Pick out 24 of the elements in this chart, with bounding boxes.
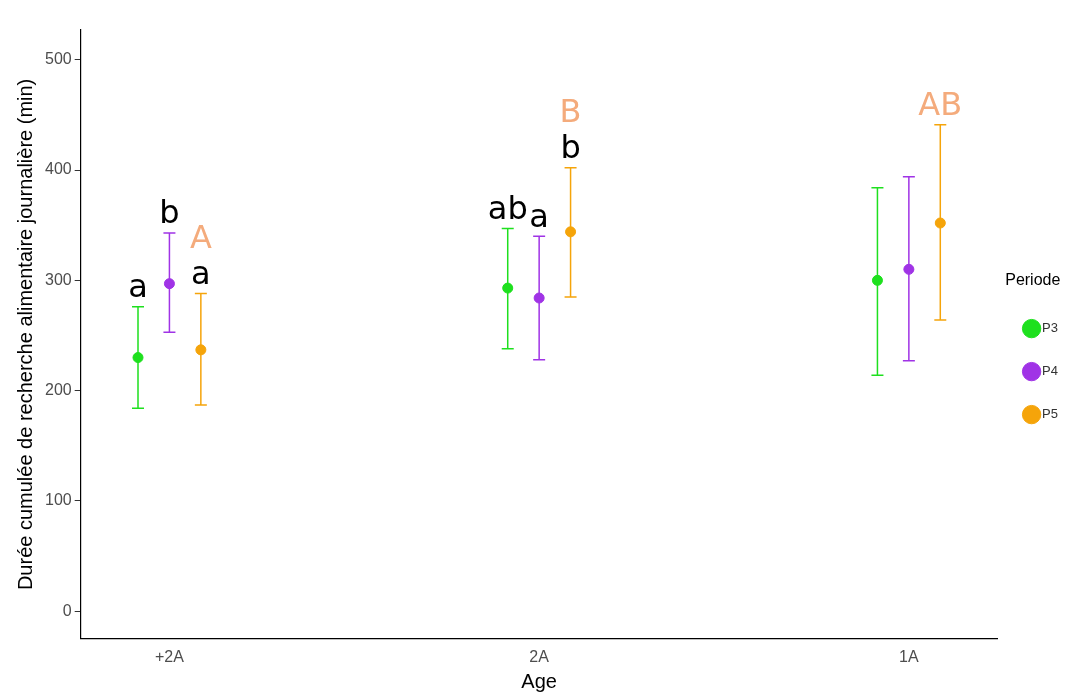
- legend-label: P5: [1042, 406, 1059, 422]
- annotation: AB: [918, 85, 963, 124]
- y-tick-label: 500: [44, 50, 72, 68]
- x-axis-title: Age: [521, 669, 557, 692]
- annotation: b: [159, 193, 180, 232]
- annotation: a: [529, 196, 549, 235]
- legend-title: Periode: [1005, 271, 1061, 289]
- y-tick-label: 100: [44, 491, 72, 509]
- annotation: b: [560, 128, 581, 167]
- x-tick-label: +2A: [154, 647, 185, 665]
- legend-label: P4: [1042, 363, 1059, 379]
- annotation: ab: [487, 188, 528, 227]
- y-tick-label: 300: [44, 270, 72, 288]
- annotation: A: [189, 217, 212, 256]
- y-tick-label: 0: [62, 601, 72, 619]
- legend-label: P3: [1042, 320, 1059, 336]
- x-tick-label: 2A: [529, 647, 550, 665]
- y-tick-label: 200: [44, 381, 72, 399]
- y-axis-title: Durée cumulée de recherche alimentaire journalière (min): [13, 78, 36, 591]
- annotation: a: [128, 267, 148, 306]
- x-tick-label: 1A: [899, 647, 919, 665]
- annotation: B: [559, 92, 582, 131]
- y-tick-label: 400: [44, 160, 72, 178]
- annotation: a: [191, 253, 211, 292]
